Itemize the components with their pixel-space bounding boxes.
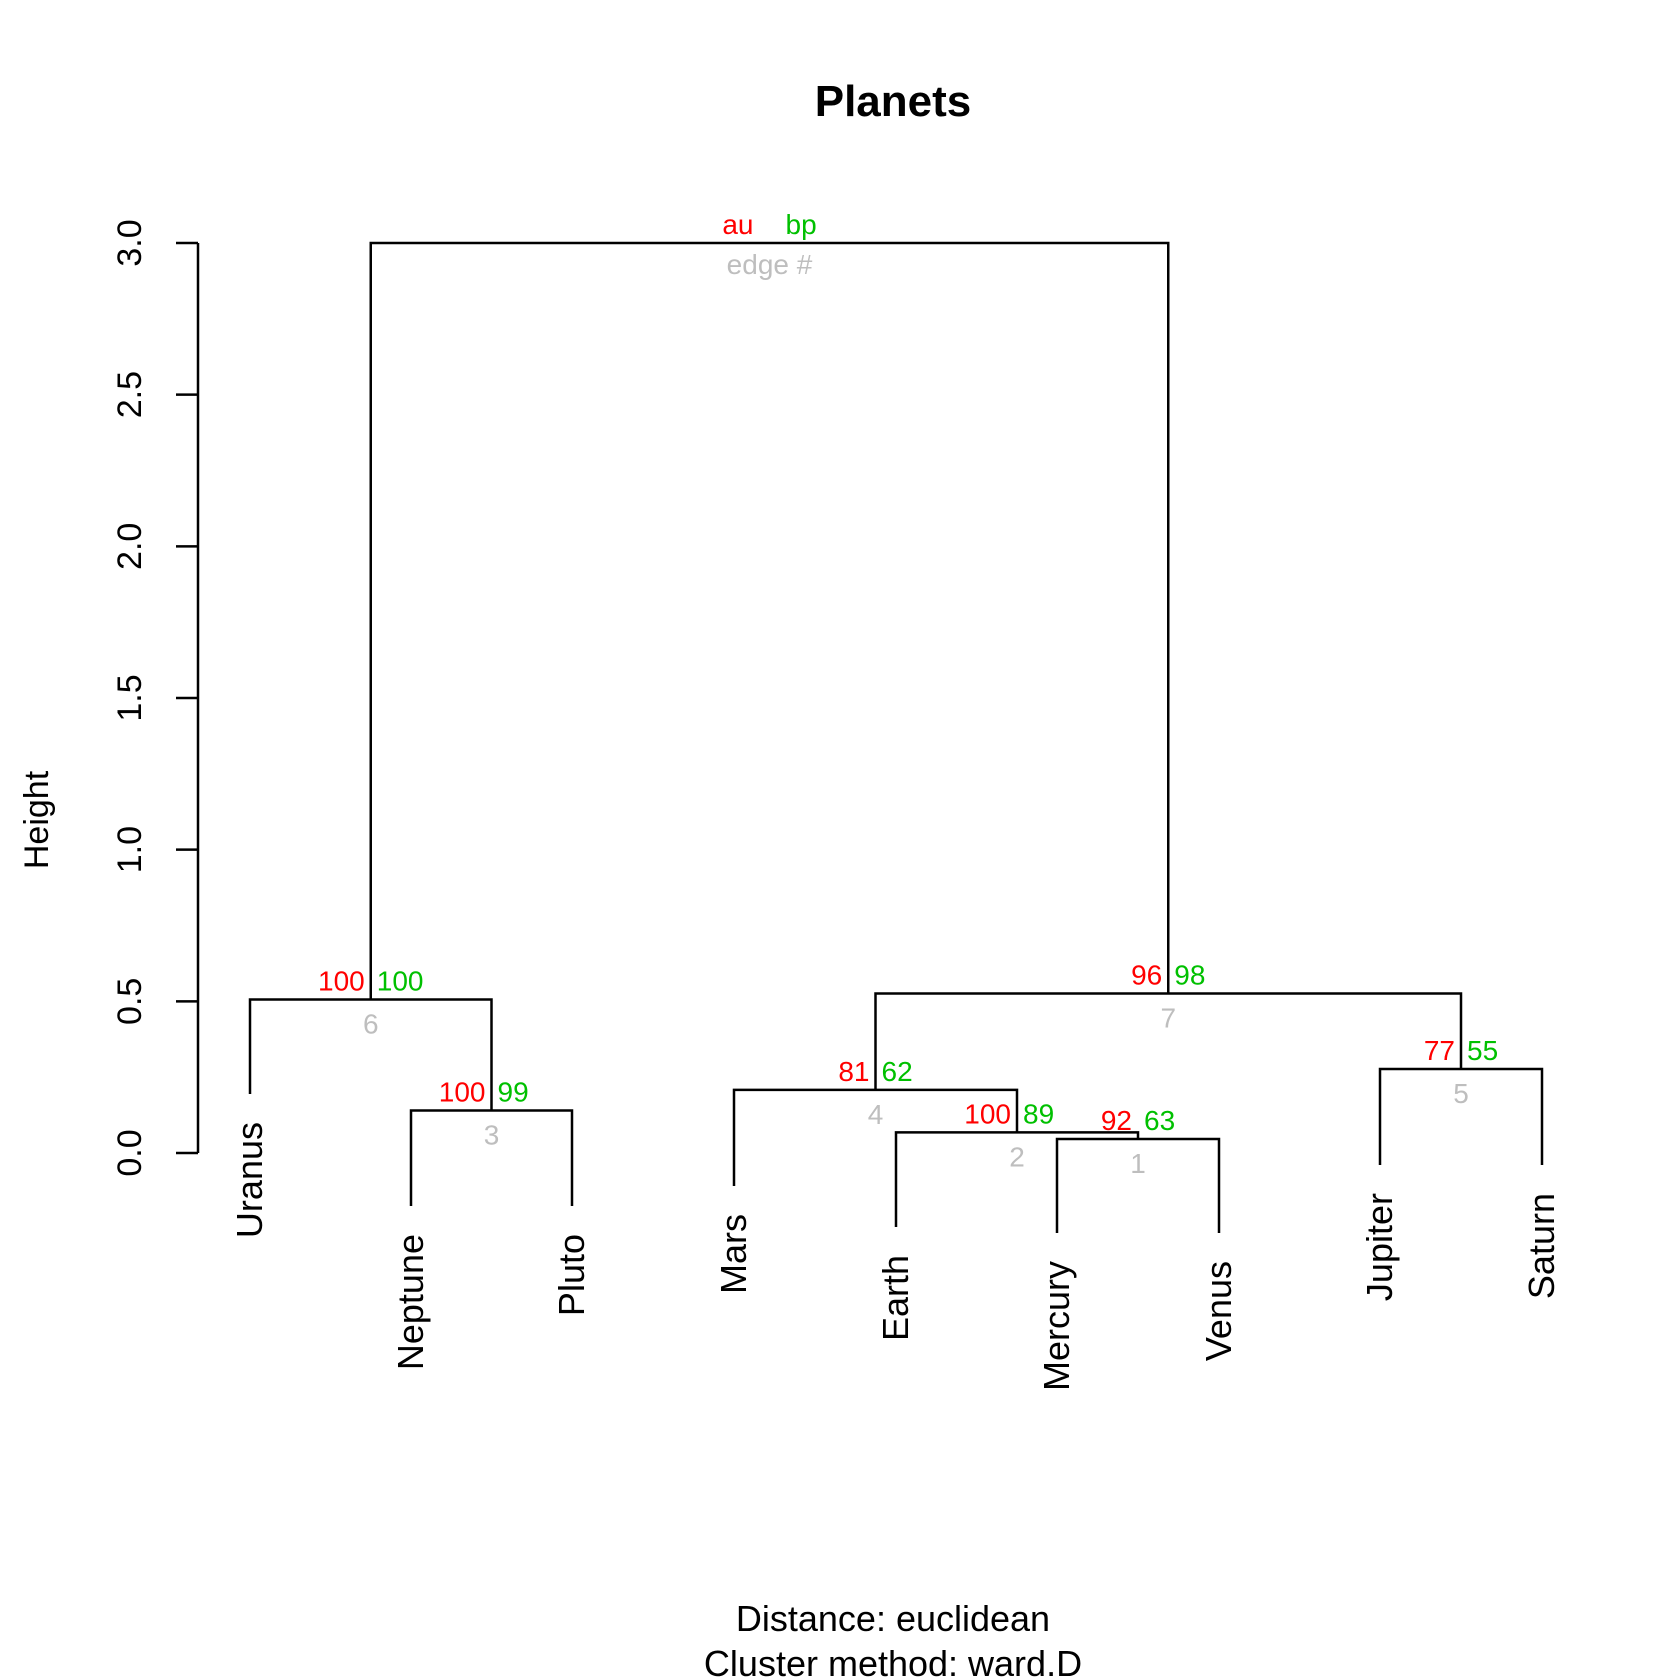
leaf-labels: Uranus Neptune Pluto Mars Earth Mercury Venus J… bbox=[229, 1122, 1562, 1391]
au-value: 96 bbox=[1131, 959, 1162, 990]
y-axis-label: Height bbox=[18, 770, 56, 869]
bp-value: 100 bbox=[377, 966, 424, 997]
edge-number: 7 bbox=[1160, 1002, 1176, 1033]
au-value: 100 bbox=[439, 1077, 486, 1108]
leaf-label: Uranus bbox=[229, 1122, 270, 1238]
leaf-label: Mars bbox=[713, 1214, 754, 1294]
x-axis-label-distance: Distance: euclidean bbox=[736, 1598, 1050, 1639]
bp-header: bp bbox=[786, 209, 817, 240]
edge-number: 1 bbox=[1130, 1148, 1146, 1179]
bp-value: 98 bbox=[1174, 959, 1205, 990]
leaf-label: Pluto bbox=[551, 1234, 592, 1316]
dendrogram-branches bbox=[248, 241, 1544, 1233]
leaf-label: Earth bbox=[875, 1255, 916, 1341]
au-value: 100 bbox=[964, 1098, 1011, 1129]
y-tick-label: 1.0 bbox=[111, 826, 149, 873]
edge-number: 3 bbox=[484, 1120, 500, 1151]
dendrogram-branch bbox=[369, 241, 1170, 1000]
leaf-label: Jupiter bbox=[1359, 1193, 1400, 1301]
au-value: 77 bbox=[1424, 1035, 1455, 1066]
y-tick-label: 3.0 bbox=[111, 219, 149, 266]
dendrogram-branch bbox=[1378, 1067, 1544, 1165]
au-value: 92 bbox=[1101, 1105, 1132, 1136]
leaf-label: Mercury bbox=[1036, 1261, 1077, 1391]
y-tick-label: 2.5 bbox=[111, 371, 149, 418]
dendrogram-branch bbox=[732, 1088, 1019, 1186]
y-tick-label: 0.0 bbox=[111, 1129, 149, 1176]
edge-number: 4 bbox=[868, 1099, 884, 1130]
leaf-label: Saturn bbox=[1521, 1193, 1562, 1299]
y-tick-label: 2.0 bbox=[111, 523, 149, 570]
leaf-label: Neptune bbox=[390, 1234, 431, 1370]
y-tick-label: 0.5 bbox=[111, 978, 149, 1025]
y-tick-label: 1.5 bbox=[111, 674, 149, 721]
y-axis: 0.0 0.5 1.0 1.5 2.0 2.5 3.0 bbox=[111, 219, 200, 1177]
edge-number: 5 bbox=[1453, 1078, 1469, 1109]
bp-value: 55 bbox=[1467, 1035, 1498, 1066]
chart-title: Planets bbox=[815, 77, 972, 126]
leaf-label: Venus bbox=[1198, 1261, 1239, 1361]
bp-value: 63 bbox=[1144, 1105, 1175, 1136]
au-header: au bbox=[722, 209, 753, 240]
au-value: 100 bbox=[318, 966, 365, 997]
bp-value: 89 bbox=[1023, 1098, 1054, 1129]
x-axis-label-method: Cluster method: ward.D bbox=[704, 1643, 1082, 1680]
edge-number: 6 bbox=[363, 1009, 379, 1040]
dendrogram-branch bbox=[1055, 1137, 1221, 1233]
au-value: 81 bbox=[838, 1056, 869, 1087]
edge-number: 2 bbox=[1009, 1141, 1025, 1172]
edge-header: edge # bbox=[727, 249, 813, 280]
dendrogram-branch bbox=[874, 992, 1463, 1090]
bp-value: 99 bbox=[498, 1077, 529, 1108]
bp-value: 62 bbox=[882, 1056, 913, 1087]
